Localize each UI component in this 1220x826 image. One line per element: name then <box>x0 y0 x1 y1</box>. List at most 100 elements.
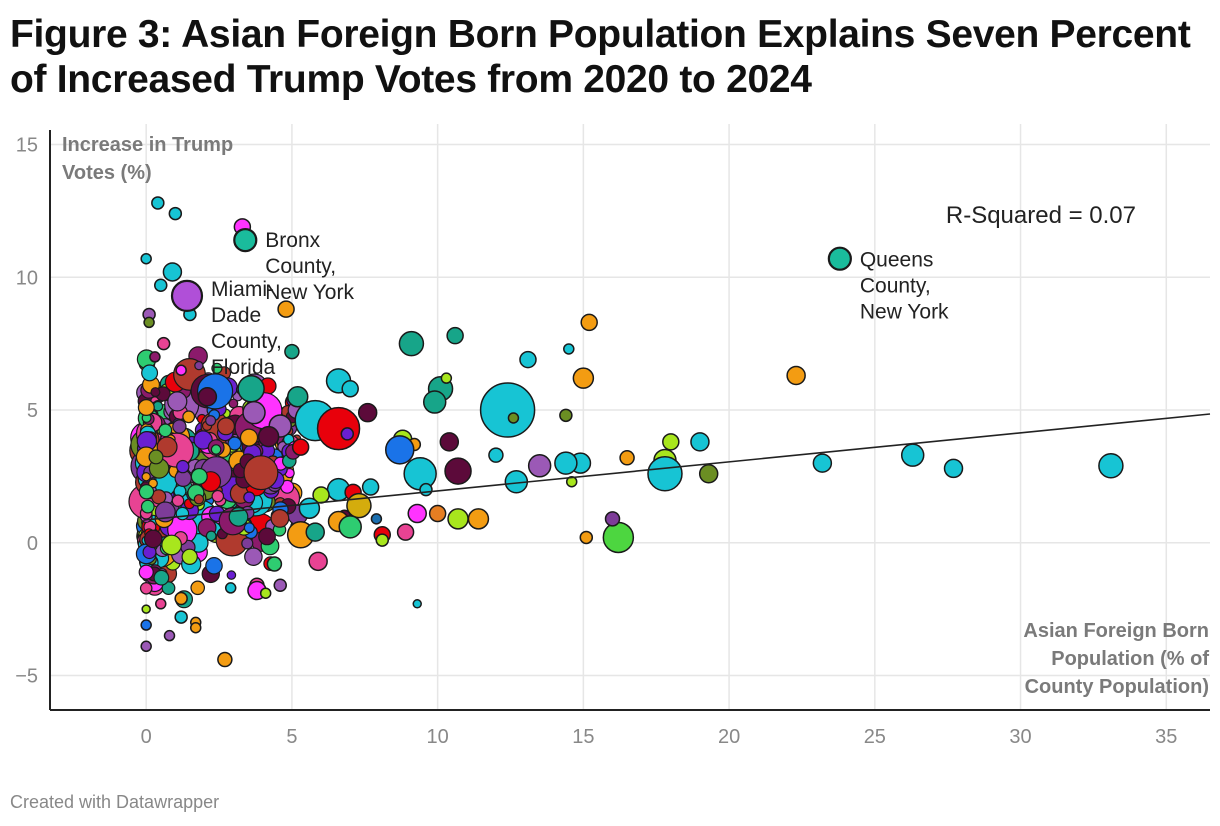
data-point <box>151 196 165 210</box>
cluster-point <box>171 494 185 507</box>
cluster-point <box>158 423 173 438</box>
data-point <box>488 447 504 463</box>
data-point <box>572 367 595 389</box>
cluster-point <box>244 547 263 566</box>
cluster-point <box>143 529 163 549</box>
cluster-point <box>167 391 188 412</box>
data-point <box>580 313 598 332</box>
data-point <box>242 400 266 425</box>
cluster-point <box>228 507 249 527</box>
cluster-point <box>205 556 223 575</box>
data-point <box>154 278 168 292</box>
y-tick-label: 10 <box>16 267 38 289</box>
x-axis-title: Asian Foreign Born Population (% of County… <box>1023 620 1209 698</box>
data-point <box>698 463 719 484</box>
data-point <box>140 640 152 653</box>
data-point <box>168 206 183 221</box>
chart-title: Figure 3: Asian Foreign Born Population … <box>10 13 1191 101</box>
cluster-point <box>239 428 259 447</box>
x-axis-title-line: County Population) <box>1025 676 1209 698</box>
data-point <box>467 508 490 530</box>
data-point <box>149 351 161 363</box>
y-axis-ticks: 15 10 5 0 −5 <box>15 135 38 688</box>
data-point <box>440 372 453 384</box>
cluster-point <box>140 499 155 514</box>
data-point <box>422 390 447 414</box>
data-point <box>565 475 578 488</box>
data-point <box>375 533 390 547</box>
highlighted-point <box>170 279 204 312</box>
x-axis-title-line: Population (% of <box>1051 648 1209 670</box>
cluster-point <box>211 362 223 374</box>
point-label-line: County, <box>860 275 931 298</box>
x-tick-label: 0 <box>141 726 152 748</box>
cluster-point <box>193 430 213 450</box>
data-point <box>286 385 309 408</box>
y-axis-title-line: Votes (%) <box>62 162 152 184</box>
cluster-point <box>172 419 187 434</box>
data-point <box>140 252 152 265</box>
data-point <box>604 511 621 527</box>
point-label-line: Bronx <box>265 229 320 252</box>
cluster-point <box>190 467 208 485</box>
scatter-chart: 15 10 5 0 −5 0 5 10 15 20 25 30 35 Increase in Trum… <box>15 124 1211 748</box>
x-tick-label: 20 <box>718 726 740 748</box>
data-point <box>447 508 469 530</box>
data-point <box>316 406 361 451</box>
data-points <box>140 196 1124 668</box>
data-point <box>407 503 427 524</box>
data-point <box>257 425 280 448</box>
y-axis-title: Increase in Trump Votes (%) <box>62 134 233 184</box>
cluster-point <box>181 548 198 565</box>
x-tick-label: 25 <box>864 726 886 748</box>
data-point <box>217 651 233 668</box>
data-point <box>162 262 183 282</box>
data-point <box>412 599 422 609</box>
data-point <box>197 386 218 407</box>
data-point <box>156 336 171 351</box>
x-tick-label: 35 <box>1155 726 1177 748</box>
point-label-line: Miami- <box>211 278 274 301</box>
data-point <box>1098 453 1124 479</box>
x-tick-label: 30 <box>1009 726 1031 748</box>
data-point <box>579 530 594 545</box>
cluster-point <box>139 581 153 595</box>
cluster-point <box>137 399 155 417</box>
data-point <box>155 598 167 610</box>
cluster-point <box>138 564 154 580</box>
cluster-point <box>205 530 217 542</box>
data-point <box>690 432 710 452</box>
point-label-line: County, <box>211 330 282 353</box>
point-label-line: Queens <box>860 249 934 272</box>
data-point <box>224 582 237 594</box>
highlighted-point <box>827 246 852 271</box>
point-label-line: New York <box>265 281 354 304</box>
data-point <box>308 551 328 572</box>
y-axis-title-line: Increase in Trump <box>62 134 233 156</box>
data-point <box>943 458 964 479</box>
cluster-point <box>161 534 183 556</box>
data-point <box>357 402 378 423</box>
cluster-point <box>226 570 237 580</box>
data-point <box>563 343 575 355</box>
cluster-point <box>156 436 178 458</box>
point-label-line: Florida <box>211 356 276 379</box>
cluster-point <box>211 489 225 503</box>
data-point <box>291 438 310 456</box>
trend-line <box>143 413 1211 521</box>
cluster-point <box>182 410 196 424</box>
dense-point-cluster <box>128 346 308 609</box>
cluster-point <box>176 459 190 474</box>
data-point <box>174 610 188 624</box>
cluster-point <box>153 569 170 586</box>
data-point <box>619 450 635 466</box>
cluster-point <box>217 417 236 436</box>
data-point <box>507 412 520 424</box>
point-label-line: New York <box>860 301 949 324</box>
x-axis-title-line: Asian Foreign Born <box>1023 620 1209 642</box>
data-point <box>266 556 283 572</box>
cluster-point <box>194 360 204 371</box>
data-point <box>140 619 152 631</box>
data-point <box>428 504 447 523</box>
data-point <box>444 457 472 485</box>
